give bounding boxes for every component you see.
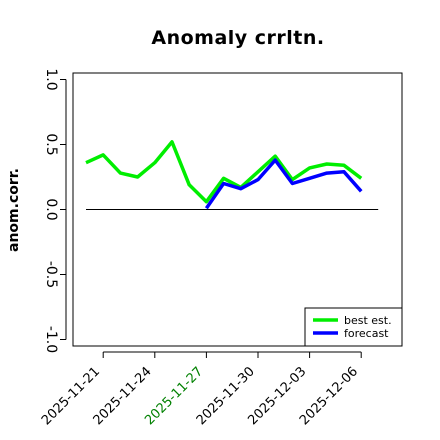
y-tick-label: 0.0	[43, 198, 59, 220]
y-tick-label: 0.5	[43, 133, 59, 155]
legend-label: best est.	[344, 314, 392, 327]
chart-title: Anomaly crrltn.	[151, 27, 324, 49]
y-tick-label: -1.0	[43, 326, 59, 353]
series-line-best-est	[85, 140, 363, 204]
legend-box	[304, 307, 403, 347]
y-tick-label: 1.0	[43, 68, 59, 90]
y-axis-label: anom.corr.	[6, 168, 22, 252]
plot-frame	[72, 72, 403, 347]
y-tick-label: -0.5	[43, 261, 59, 288]
legend-label: forecast	[344, 327, 389, 340]
series-line-forecast	[204, 158, 363, 210]
